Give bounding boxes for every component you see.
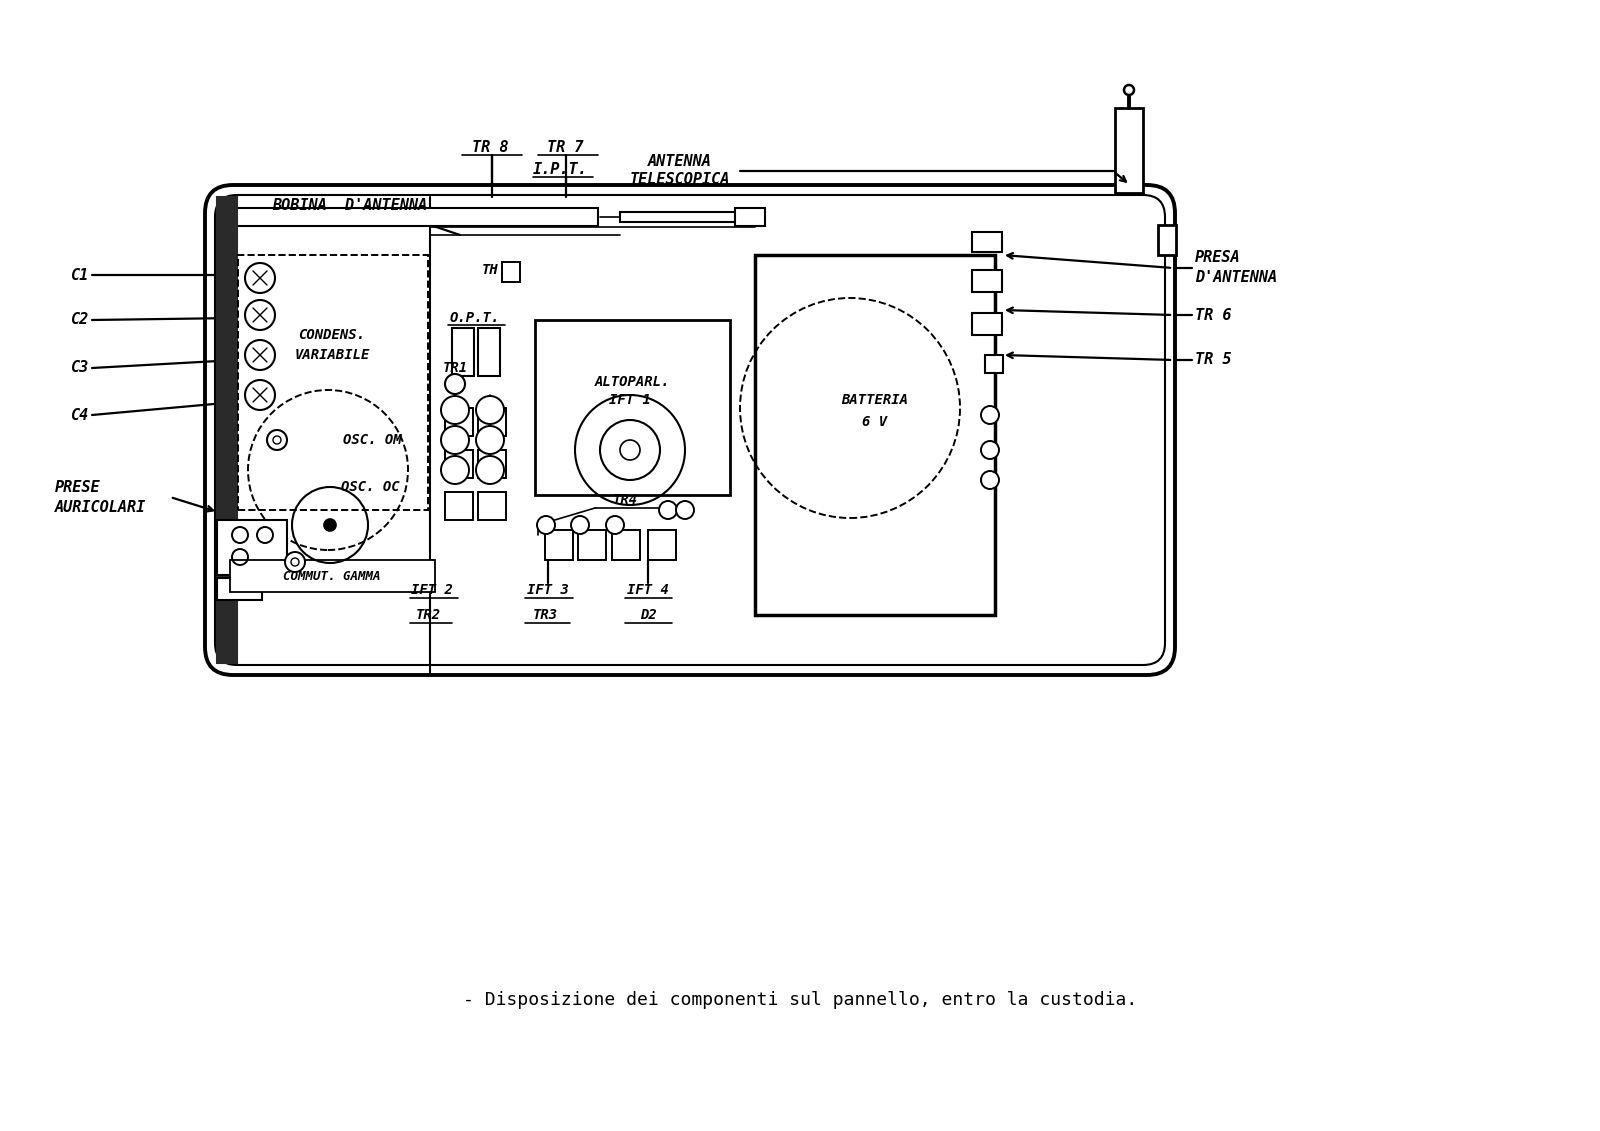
Text: C1: C1 xyxy=(70,268,88,283)
Bar xyxy=(478,492,506,520)
Circle shape xyxy=(442,426,469,454)
Text: TR4: TR4 xyxy=(613,493,637,507)
Bar xyxy=(734,208,765,226)
Circle shape xyxy=(477,426,504,454)
Bar xyxy=(218,520,286,575)
Circle shape xyxy=(981,470,998,489)
Circle shape xyxy=(285,552,306,572)
Text: IFT 3: IFT 3 xyxy=(526,582,570,597)
Circle shape xyxy=(245,340,275,370)
Circle shape xyxy=(981,406,998,424)
Circle shape xyxy=(981,441,998,459)
Text: TR 6: TR 6 xyxy=(1195,308,1232,322)
Bar xyxy=(1158,225,1176,254)
Text: TR3: TR3 xyxy=(533,608,557,622)
Bar xyxy=(534,320,730,495)
Bar xyxy=(546,530,573,560)
Bar xyxy=(578,530,606,560)
Bar xyxy=(230,560,435,592)
Text: ANTENNA: ANTENNA xyxy=(648,155,712,170)
Circle shape xyxy=(606,516,624,534)
Bar xyxy=(621,211,739,222)
Text: PRESE: PRESE xyxy=(54,481,101,495)
Text: BATTERIA: BATTERIA xyxy=(842,392,909,407)
Circle shape xyxy=(267,430,286,450)
Text: TR 7: TR 7 xyxy=(547,140,584,155)
Circle shape xyxy=(323,519,336,530)
Text: PRESA: PRESA xyxy=(1195,250,1240,266)
Text: IFT 2: IFT 2 xyxy=(411,582,453,597)
Text: D2: D2 xyxy=(640,608,656,622)
Text: D'ANTENNA: D'ANTENNA xyxy=(1195,270,1277,285)
Text: IFT 1: IFT 1 xyxy=(610,392,651,407)
Text: 6 V: 6 V xyxy=(862,415,888,429)
Circle shape xyxy=(442,456,469,484)
Circle shape xyxy=(1123,85,1134,95)
Bar xyxy=(478,328,499,375)
Bar xyxy=(973,313,1002,335)
Text: BOBINA  D'ANTENNA: BOBINA D'ANTENNA xyxy=(272,198,427,213)
Text: AURICOLARI: AURICOLARI xyxy=(54,501,146,516)
Bar xyxy=(478,408,506,435)
Text: VARIABILE: VARIABILE xyxy=(294,348,370,362)
Text: TR1: TR1 xyxy=(443,361,467,375)
Bar xyxy=(218,197,237,663)
Bar xyxy=(453,328,474,375)
Text: I.P.T.: I.P.T. xyxy=(533,163,587,178)
Bar xyxy=(445,492,474,520)
Bar xyxy=(755,254,995,615)
FancyBboxPatch shape xyxy=(205,185,1174,675)
Circle shape xyxy=(538,516,555,534)
Bar xyxy=(478,450,506,478)
Circle shape xyxy=(659,501,677,519)
Bar xyxy=(986,355,1003,373)
Circle shape xyxy=(245,300,275,330)
Circle shape xyxy=(675,501,694,519)
Text: OSC. OC: OSC. OC xyxy=(341,480,400,494)
Circle shape xyxy=(477,396,504,424)
Text: OSC. OM: OSC. OM xyxy=(342,433,402,447)
Bar xyxy=(229,208,598,226)
Text: TR 5: TR 5 xyxy=(1195,353,1232,368)
Bar xyxy=(973,232,1002,252)
Bar xyxy=(1115,107,1142,193)
Text: COMMUT. GAMMA: COMMUT. GAMMA xyxy=(283,570,381,582)
Bar xyxy=(502,262,520,282)
Text: TR 8: TR 8 xyxy=(472,140,509,155)
Circle shape xyxy=(274,435,282,444)
Bar xyxy=(445,450,474,478)
Text: C4: C4 xyxy=(70,407,88,423)
Text: - Disposizione dei componenti sul pannello, entro la custodia.: - Disposizione dei componenti sul pannel… xyxy=(462,991,1138,1009)
Circle shape xyxy=(245,264,275,293)
Bar xyxy=(218,578,262,601)
Text: TH: TH xyxy=(482,264,498,277)
Bar xyxy=(445,408,474,435)
Text: IFT 4: IFT 4 xyxy=(627,582,669,597)
Bar xyxy=(973,270,1002,292)
Bar xyxy=(238,254,429,510)
Text: O.P.T.: O.P.T. xyxy=(450,311,501,325)
Circle shape xyxy=(571,516,589,534)
Text: C3: C3 xyxy=(70,361,88,375)
Text: C2: C2 xyxy=(70,312,88,328)
Circle shape xyxy=(442,396,469,424)
Circle shape xyxy=(245,380,275,411)
Bar xyxy=(648,530,675,560)
Text: TR2: TR2 xyxy=(416,608,440,622)
Circle shape xyxy=(477,456,504,484)
Text: TELESCOPICA: TELESCOPICA xyxy=(630,173,730,188)
Text: CONDENS.: CONDENS. xyxy=(299,328,365,342)
Circle shape xyxy=(291,558,299,566)
Bar xyxy=(611,530,640,560)
Circle shape xyxy=(445,374,466,394)
Text: ALTOPARL.: ALTOPARL. xyxy=(594,375,670,389)
